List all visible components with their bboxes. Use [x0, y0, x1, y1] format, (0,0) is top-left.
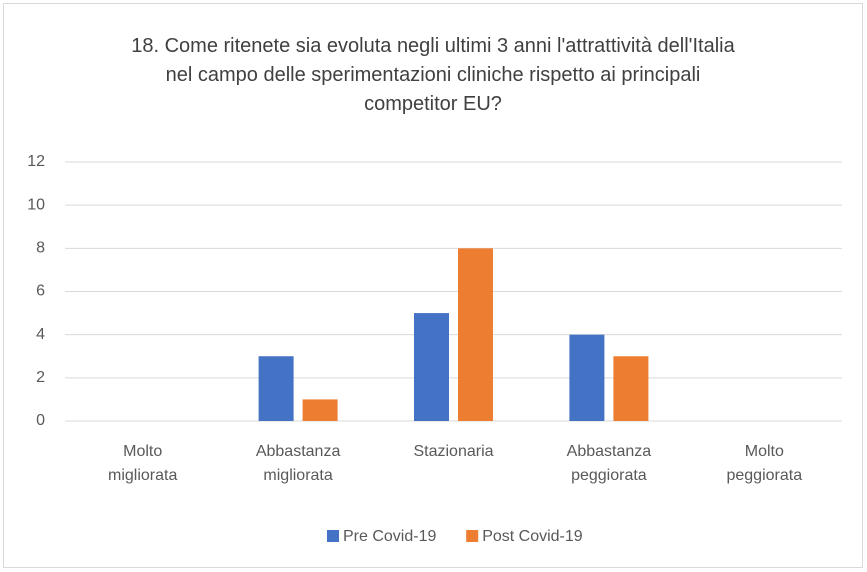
x-tick-label: Abbastanza peggiorata	[567, 443, 652, 484]
x-tick-label: Stazionaria	[413, 443, 493, 460]
bar	[569, 334, 605, 421]
y-tick-label: 10	[27, 196, 45, 213]
y-tick-label: 8	[36, 240, 45, 257]
y-tick-label: 6	[36, 283, 45, 300]
y-tick-label: 4	[36, 326, 45, 343]
legend-label: Post Covid-19	[482, 528, 583, 545]
bar	[613, 356, 649, 421]
chart-title: 18. Come ritenete sia evoluta negli ulti…	[131, 35, 735, 115]
x-tick-label: Abbastanza migliorata	[256, 443, 341, 484]
x-tick-label: Molto migliorata	[108, 443, 177, 484]
bar	[302, 399, 338, 421]
bar	[258, 356, 294, 421]
legend-label: Pre Covid-19	[343, 528, 436, 545]
x-tick-label: Molto peggiorata	[726, 443, 802, 484]
legend-swatch	[466, 530, 479, 542]
y-tick-label: 12	[27, 153, 45, 170]
legend-swatch	[327, 530, 339, 542]
y-tick-label: 0	[36, 412, 45, 429]
chart-border	[3, 3, 863, 568]
bar	[414, 313, 449, 421]
y-tick-label: 2	[36, 369, 45, 386]
bar	[458, 248, 493, 421]
